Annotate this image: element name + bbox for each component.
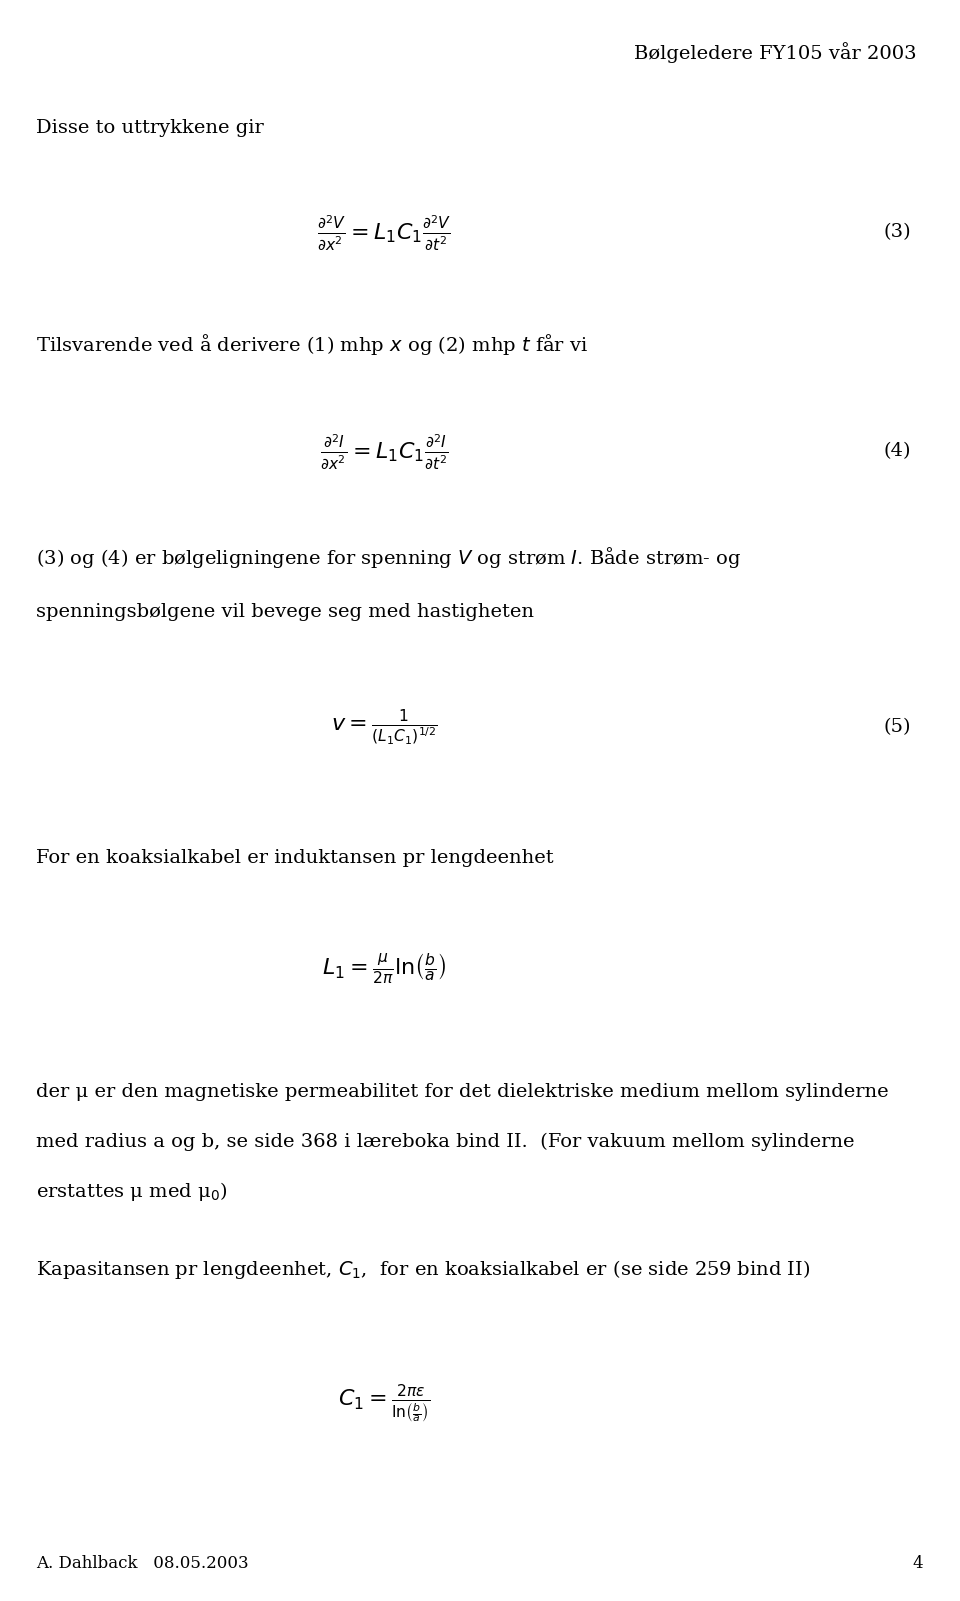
- Text: $\frac{\partial^2 V}{\partial x^2} = L_1 C_1 \frac{\partial^2 V}{\partial t^2}$: $\frac{\partial^2 V}{\partial x^2} = L_1…: [317, 213, 451, 251]
- Text: $v = \frac{1}{(L_1 C_1)^{1/2}}$: $v = \frac{1}{(L_1 C_1)^{1/2}}$: [330, 708, 438, 746]
- Text: (4): (4): [883, 442, 911, 461]
- Text: A. Dahlback   08.05.2003: A. Dahlback 08.05.2003: [36, 1555, 249, 1572]
- Text: Bølgeledere FY105 vår 2003: Bølgeledere FY105 vår 2003: [635, 42, 917, 62]
- Text: spenningsbølgene vil bevege seg med hastigheten: spenningsbølgene vil bevege seg med hast…: [36, 602, 535, 621]
- Text: 4: 4: [913, 1555, 924, 1572]
- Text: erstattes μ med μ$_0$): erstattes μ med μ$_0$): [36, 1180, 228, 1202]
- Text: $L_1 = \frac{\mu}{2\pi} \ln\!\left(\frac{b}{a}\right)$: $L_1 = \frac{\mu}{2\pi} \ln\!\left(\frac…: [322, 951, 446, 986]
- Text: For en koaksialkabel er induktansen pr lengdeenhet: For en koaksialkabel er induktansen pr l…: [36, 849, 554, 868]
- Text: (3): (3): [883, 223, 911, 242]
- Text: med radius a og b, se side 368 i læreboka bind II.  (For vakuum mellom sylindern: med radius a og b, se side 368 i lærebok…: [36, 1132, 855, 1151]
- Text: (3) og (4) er bølgeligningene for spenning $V$ og strøm $I$. Både strøm- og: (3) og (4) er bølgeligningene for spenni…: [36, 544, 741, 570]
- Text: Kapasitansen pr lengdeenhet, $C_1$,  for en koaksialkabel er (se side 259 bind I: Kapasitansen pr lengdeenhet, $C_1$, for …: [36, 1258, 811, 1281]
- Text: $\frac{\partial^2 I}{\partial x^2} = L_1 C_1 \frac{\partial^2 I}{\partial t^2}$: $\frac{\partial^2 I}{\partial x^2} = L_1…: [320, 432, 448, 471]
- Text: (5): (5): [883, 717, 911, 736]
- Text: Disse to uttrykkene gir: Disse to uttrykkene gir: [36, 118, 264, 138]
- Text: $C_1 = \frac{2\pi\varepsilon}{\ln\!\left(\frac{b}{a}\right)}$: $C_1 = \frac{2\pi\varepsilon}{\ln\!\left…: [338, 1383, 430, 1425]
- Text: der μ er den magnetiske permeabilitet for det dielektriske medium mellom sylinde: der μ er den magnetiske permeabilitet fo…: [36, 1082, 889, 1101]
- Text: Tilsvarende ved å derivere (1) mhp $x$ og (2) mhp $t$ får vi: Tilsvarende ved å derivere (1) mhp $x$ o…: [36, 331, 588, 357]
